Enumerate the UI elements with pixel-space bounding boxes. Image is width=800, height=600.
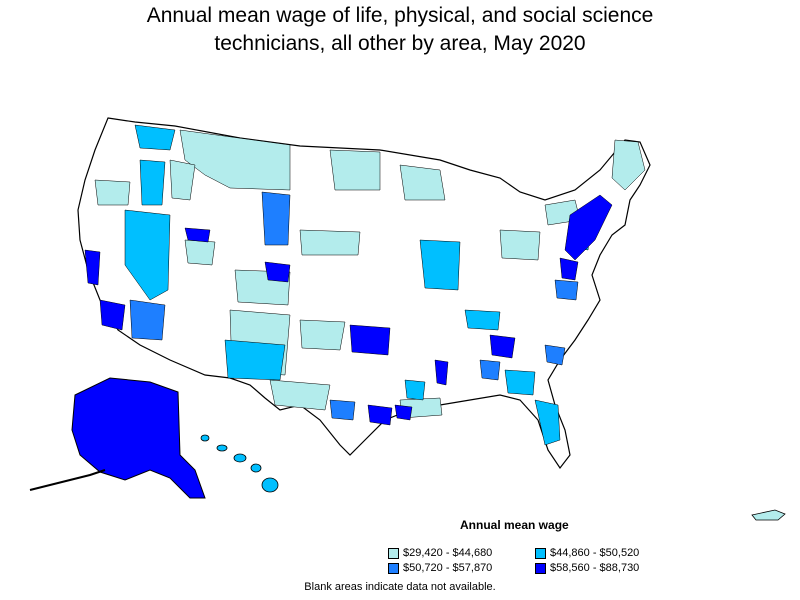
louisiana-region xyxy=(404,379,426,401)
arizona-south-region xyxy=(224,339,286,381)
washington-region xyxy=(134,124,176,151)
virginia-region xyxy=(554,279,579,301)
legend-label-tier3: $50,720 - $57,870 xyxy=(403,562,493,574)
hawaii-island-2 xyxy=(216,444,228,452)
tier2-regions xyxy=(124,124,591,446)
legend-item-tier4: $58,560 - $88,730 xyxy=(535,561,639,575)
title-line-2: technicians, all other by area, May 2020 xyxy=(214,32,586,55)
legend-swatch-tier3 xyxy=(388,562,399,574)
alabama-region xyxy=(479,359,501,381)
blank-areas-note: Blank areas indicate data not available. xyxy=(304,581,496,593)
oregon-east-region xyxy=(139,159,166,206)
arizona-region xyxy=(129,299,166,341)
oklahoma-region xyxy=(299,319,346,351)
hawaii-island-5 xyxy=(261,477,279,493)
ne-corridor-region xyxy=(564,194,613,261)
maine-region xyxy=(611,139,646,191)
legend-item-tier2: $44,860 - $50,520 xyxy=(535,546,639,560)
salt-lake-region xyxy=(184,227,211,243)
idaho-region xyxy=(169,159,196,201)
legend-swatch-tier1 xyxy=(388,547,399,559)
houston-region xyxy=(367,404,393,426)
texas-central-region xyxy=(329,399,356,421)
tier4-regions xyxy=(84,194,613,426)
texas-dallas-region xyxy=(349,324,391,356)
mississippi-region xyxy=(434,359,449,386)
utah-region xyxy=(184,239,216,266)
legend-item-tier3: $50,720 - $57,870 xyxy=(388,561,492,575)
california-bay-region xyxy=(84,249,101,286)
oregon-region xyxy=(94,179,131,206)
colorado-denver-region xyxy=(264,261,291,283)
tier3-regions xyxy=(129,191,579,421)
hawaii-island-1 xyxy=(200,434,210,442)
tier1-regions xyxy=(94,129,646,419)
legend-label-tier2: $44,860 - $50,520 xyxy=(550,547,640,559)
kentucky-region xyxy=(464,309,501,331)
california-la-region xyxy=(99,299,126,331)
montana-region xyxy=(179,129,291,191)
alaska xyxy=(71,377,206,499)
puerto-rico xyxy=(751,509,786,521)
hawaii-island-3 xyxy=(233,453,247,463)
map-title: Annual mean wage of life, physical, and … xyxy=(0,2,800,58)
sc-region xyxy=(544,344,566,366)
aleutian-islands xyxy=(29,469,106,491)
florida-region xyxy=(534,399,561,446)
georgia-region xyxy=(504,369,536,396)
texas-west-region xyxy=(269,379,331,411)
wyoming-region xyxy=(261,191,291,246)
minnesota-region xyxy=(399,164,446,201)
legend-item-tier1: $29,420 - $44,680 xyxy=(388,546,492,560)
dakota-region xyxy=(329,149,381,191)
iowa-region xyxy=(419,239,461,291)
hawaii xyxy=(200,434,279,493)
legend-label-tier1: $29,420 - $44,680 xyxy=(403,547,493,559)
legend-label-tier4: $58,560 - $88,730 xyxy=(550,562,640,574)
legend-swatch-tier2 xyxy=(535,547,546,559)
louisiana-east-region xyxy=(394,404,413,421)
title-line-1: Annual mean wage of life, physical, and … xyxy=(146,4,654,27)
legend-title: Annual mean wage xyxy=(460,518,569,532)
ohio-region xyxy=(499,229,541,261)
tennessee-region xyxy=(489,334,516,359)
nevada-region xyxy=(124,209,171,301)
hawaii-island-4 xyxy=(250,463,262,473)
nebraska-region xyxy=(299,229,361,256)
legend-swatch-tier4 xyxy=(535,562,546,574)
maryland-region xyxy=(559,257,579,281)
